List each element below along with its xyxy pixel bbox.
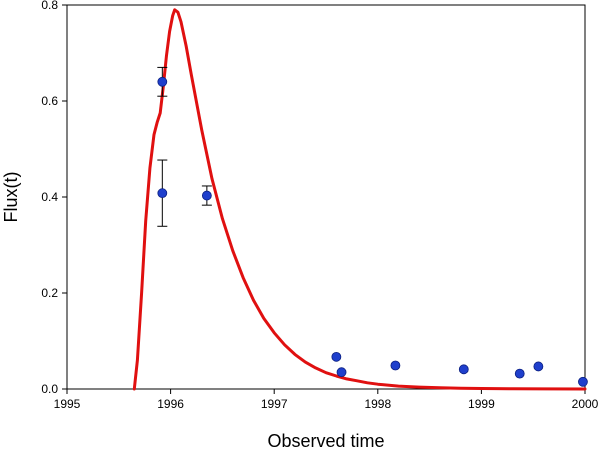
fit-curve-layer [132,8,587,391]
data-point [336,367,347,378]
y-tick-label: 0.4 [41,190,58,204]
data-point [533,361,544,372]
data-points-layer [157,76,588,387]
data-point [514,368,525,379]
x-tick-label: 1999 [468,397,495,411]
plot-frame [66,4,586,390]
y-tick-label: 0.0 [41,382,58,396]
x-axis-title: Observed time [267,431,384,451]
x-tick-label: 1996 [157,397,184,411]
y-axis: 0.0 0.2 0.4 0.6 0.8 [41,0,67,396]
x-tick-label: 1995 [54,397,81,411]
x-tick-label: 1997 [261,397,288,411]
y-tick-label: 0.8 [41,0,58,12]
x-tick-label: 1998 [364,397,391,411]
data-point [157,188,168,199]
x-tick-label: 2000 [572,397,599,411]
data-point [458,364,469,375]
x-axis: 1995 1996 1997 1998 1999 2000 [54,389,599,411]
data-point [390,360,401,371]
data-point [157,76,168,87]
y-tick-label: 0.6 [41,94,58,108]
fit-curve [132,8,587,391]
y-axis-title: Flux(t) [1,172,21,223]
data-point [578,376,588,387]
error-bars-layer [157,66,212,227]
data-point [201,190,212,201]
data-point [331,351,342,362]
y-tick-label: 0.2 [41,286,58,300]
